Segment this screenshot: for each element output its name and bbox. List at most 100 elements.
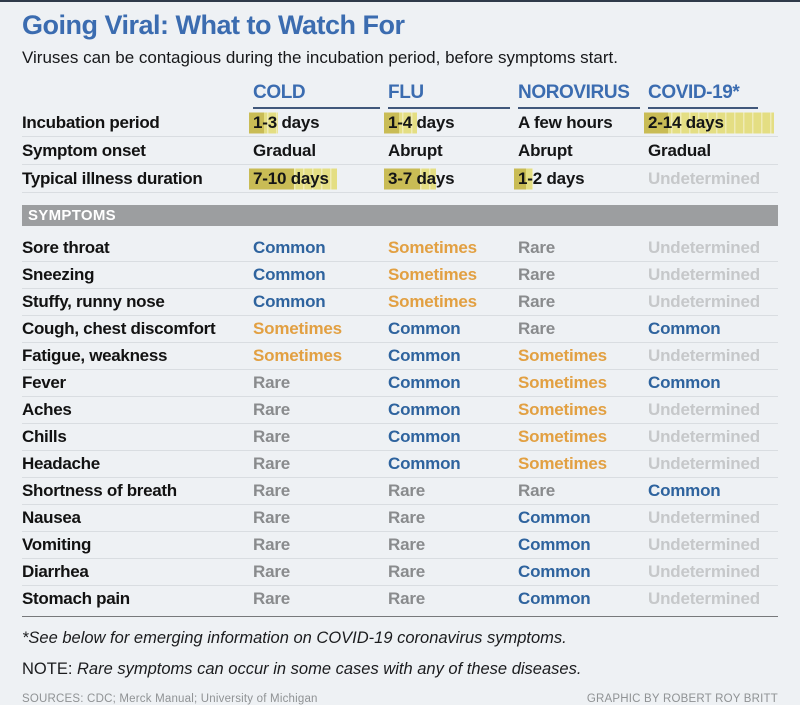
duration-highlight-bar [514,168,533,189]
table-cell: 1-2 days [514,168,648,189]
cell-text: A few hours [518,112,613,132]
duration-highlight-bar-dark [249,168,294,189]
symptom-frequency-cell: Undetermined [648,508,760,527]
symptom-frequency-cell: Undetermined [648,427,760,446]
note-prefix: NOTE: [22,660,73,678]
symptom-frequency-cell: Sometimes [518,373,607,392]
table-cell: 1-4 days [384,112,518,133]
cell-text: Gradual [253,140,316,160]
symptom-frequency-cell: Common [388,454,461,473]
column-header-label: COLD [253,82,306,103]
cell-text: 1-4 days [388,112,455,132]
symptom-frequency-cell: Common [388,373,461,392]
symptom-label: Nausea [22,508,81,527]
duration-highlight-bar [249,168,337,189]
symptom-frequency-cell: Rare [253,508,291,527]
duration-highlight-bar-dark [384,112,399,133]
symptom-frequency-cell: Rare [388,481,426,500]
table-row: Fatigue, weakness Sometimes Common Sometime… [22,342,778,369]
symptom-frequency-cell: Common [648,373,721,392]
symptom-label: Fatigue, weakness [22,346,168,365]
table-row: Sore throat Common Sometimes Rare Undetermin… [22,235,778,261]
table-row: Shortness of breath Rare Rare Rare Common [22,477,778,504]
covid-footnote: *See below for emerging information on C… [22,628,778,649]
symptom-frequency-cell: Rare [253,589,291,608]
symptom-frequency-cell: Rare [518,265,556,284]
symptom-frequency-cell: Undetermined [648,589,760,608]
symptom-label: Sneezing [22,265,95,284]
symptom-frequency-cell: Rare [253,481,291,500]
covid-footnote-text: *See below for emerging information on C… [22,629,567,647]
symptom-frequency-cell: Undetermined [648,454,760,473]
cell-text: 3-7 days [388,168,455,188]
table-row: Sneezing Common Sometimes Rare Undetermined [22,261,778,288]
table-cell: 1-3 days [249,112,388,133]
footer-divider [22,616,778,617]
symptom-label: Vomiting [22,535,92,554]
cell-text: Abrupt [518,140,573,160]
symptom-frequency-cell: Rare [253,373,291,392]
symptom-frequency-cell: Rare [518,481,556,500]
column-header: FLU [388,82,510,109]
table-row: Typical illness duration 7-10 days 3-7 day… [22,165,778,193]
symptom-frequency-cell: Common [648,319,721,338]
cell-text: Abrupt [388,140,443,160]
symptom-label: Shortness of breath [22,481,177,500]
symptom-frequency-cell: Common [388,346,461,365]
symptom-frequency-cell: Common [518,562,591,581]
duration-highlight-bar-dark [249,112,264,133]
symptom-frequency-cell: Rare [253,454,291,473]
column-header: COVID-19* [648,82,758,109]
symptom-frequency-cell: Rare [518,292,556,311]
symptom-frequency-cell: Sometimes [253,346,342,365]
symptom-label: Fever [22,373,66,392]
symptom-frequency-cell: Undetermined [648,265,760,284]
symptom-frequency-cell: Sometimes [388,292,477,311]
symptoms-section-label: SYMPTOMS [28,207,116,224]
symptom-frequency-cell: Rare [388,589,426,608]
table-row: Diarrhea Rare Rare Common Undetermined [22,558,778,585]
symptom-frequency-cell: Common [388,400,461,419]
symptom-frequency-cell: Sometimes [253,319,342,338]
table-cell: A few hours [518,113,648,133]
symptom-label: Stomach pain [22,589,130,608]
column-header-row: COLD FLU NOROVIRUS COVID-19* [22,82,778,109]
symptom-frequency-cell: Common [648,481,721,500]
table-cell: Undetermined [648,169,778,189]
duration-highlight-bar [249,112,278,133]
symptom-rows: Sore throat Common Sometimes Rare Undetermin… [22,235,778,612]
table-cell: Abrupt [518,141,648,161]
table-row: Symptom onset Gradual Abrupt Abrupt Gradual [22,137,778,165]
symptom-frequency-cell: Rare [518,238,556,257]
symptom-frequency-cell: Sometimes [518,427,607,446]
table-cell: Abrupt [388,141,518,161]
cell-text: Gradual [648,140,711,160]
symptom-frequency-cell: Common [388,427,461,446]
symptom-frequency-cell: Undetermined [648,346,760,365]
symptom-frequency-cell: Undetermined [648,562,760,581]
duration-highlight-bar-dark [384,168,420,189]
table-cell: 3-7 days [384,168,518,189]
symptom-label: Aches [22,400,72,419]
symptom-frequency-cell: Sometimes [388,238,477,257]
symptoms-section-header: SYMPTOMS [22,205,778,226]
symptom-frequency-cell: Rare [388,562,426,581]
duration-highlight-bar [644,112,774,133]
symptom-frequency-cell: Common [518,535,591,554]
symptom-frequency-cell: Rare [518,319,556,338]
cell-text: 2-14 days [648,112,724,132]
symptom-label: Cough, chest discomfort [22,319,216,338]
sources-text: SOURCES: CDC; Merck Manual; University o… [22,693,318,705]
note-text: Rare symptoms can occur in some cases wi… [77,660,582,678]
symptom-label: Headache [22,454,100,473]
table-cell: Gradual [648,141,778,161]
symptom-frequency-cell: Common [253,265,326,284]
symptom-frequency-cell: Sometimes [388,265,477,284]
symptom-frequency-cell: Common [253,292,326,311]
symptom-frequency-cell: Undetermined [648,238,760,257]
table-row: Cough, chest discomfort Sometimes Common Ra… [22,315,778,342]
symptom-frequency-cell: Rare [388,535,426,554]
symptom-label: Sore throat [22,238,110,257]
symptom-label: Chills [22,427,67,446]
page-subtitle: Viruses can be contagious during the inc… [22,48,618,67]
